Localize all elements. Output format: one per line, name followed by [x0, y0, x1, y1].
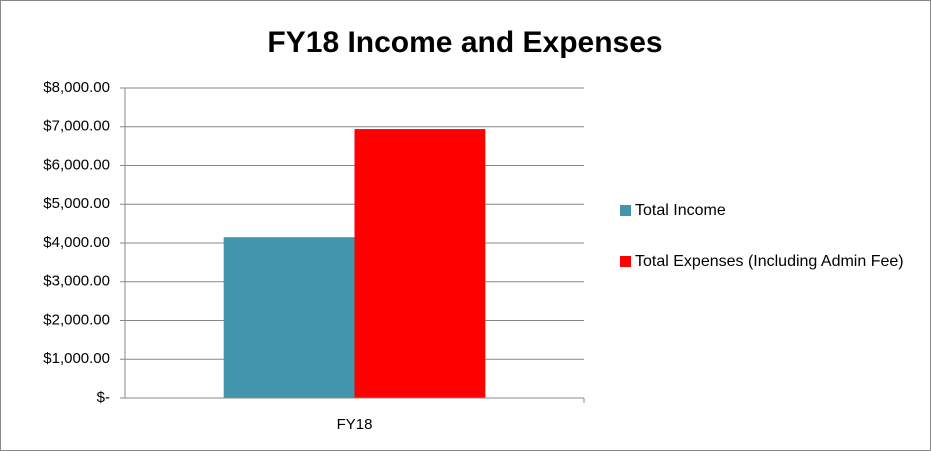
y-tick-label: $4,000.00 — [43, 234, 110, 251]
bar — [354, 129, 486, 398]
legend-label: Total Expenses (Including Admin Fee) — [635, 253, 904, 270]
y-tick-label: $2,000.00 — [43, 311, 110, 328]
legend-item: Total Expenses (Including Admin Fee) — [620, 251, 920, 272]
y-tick-label: $7,000.00 — [43, 118, 110, 135]
bar — [223, 237, 355, 398]
y-tick-label: $6,000.00 — [43, 156, 110, 173]
legend-label: Total Income — [635, 202, 726, 219]
x-tick-label: FY18 — [337, 416, 373, 433]
y-tick-label: $1,000.00 — [43, 350, 110, 367]
legend-item: Total Income — [620, 200, 920, 221]
chart-title: FY18 Income and Expenses — [267, 26, 662, 59]
legend: Total Income Total Expenses (Including Ad… — [620, 200, 920, 302]
y-tick-label: $5,000.00 — [43, 195, 110, 212]
legend-swatch — [620, 205, 631, 216]
y-tick-label: $- — [97, 389, 110, 406]
y-tick-label: $8,000.00 — [43, 79, 110, 96]
y-tick-label: $3,000.00 — [43, 273, 110, 290]
legend-swatch — [620, 256, 631, 267]
